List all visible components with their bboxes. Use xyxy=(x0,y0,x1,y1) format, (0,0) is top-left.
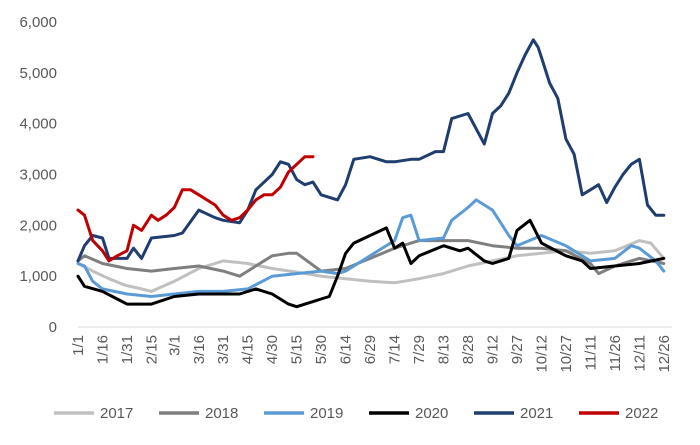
x-tick-label: 10/27 xyxy=(558,335,575,373)
x-tick-label: 9/12 xyxy=(484,335,501,364)
y-tick-label: 0 xyxy=(49,319,57,336)
series-line-2021 xyxy=(76,38,666,263)
x-tick-label: 1/31 xyxy=(119,335,136,364)
legend-label-2022: 2022 xyxy=(625,405,658,422)
plot-series xyxy=(76,38,666,309)
x-tick-label: 12/11 xyxy=(631,335,648,371)
x-tick-label: 11/26 xyxy=(607,335,624,371)
x-tick-label: 1/16 xyxy=(94,335,111,364)
y-tick-label: 4,000 xyxy=(19,116,57,133)
x-axis: 1/1 1/16 1/31 2/15 3/1 3/16 3/31 4/15 4/30 5/15 5/… xyxy=(70,326,673,373)
x-tick-label: 12/26 xyxy=(656,335,673,373)
x-tick-label: 2/15 xyxy=(143,335,160,364)
y-tick-label: 3,000 xyxy=(19,167,57,184)
x-tick-label: 4/15 xyxy=(240,335,257,364)
x-tick-label: 6/14 xyxy=(338,335,355,364)
x-tick-label: 8/28 xyxy=(460,335,477,364)
x-tick-label: 5/30 xyxy=(313,335,330,364)
series-line-2022 xyxy=(76,155,315,263)
legend-label-2019: 2019 xyxy=(310,405,343,422)
x-tick-label: 11/11 xyxy=(582,335,599,370)
x-tick-label: 7/29 xyxy=(411,335,428,364)
legend-label-2018: 2018 xyxy=(205,405,238,422)
series-line-2018 xyxy=(76,239,666,278)
legend: 2017 2018 2019 2020 2021 2022 xyxy=(54,405,658,422)
x-tick-label: 9/27 xyxy=(509,335,526,364)
legend-label-2021: 2021 xyxy=(520,405,553,422)
y-tick-label: 5,000 xyxy=(19,65,57,82)
x-tick-label: 7/14 xyxy=(387,335,404,364)
x-tick-label: 5/15 xyxy=(289,335,306,364)
x-tick-label: 6/29 xyxy=(362,335,379,364)
x-tick-label: 1/1 xyxy=(70,335,87,356)
x-tick-label: 3/31 xyxy=(215,335,232,364)
y-tick-label: 2,000 xyxy=(19,217,57,234)
x-tick-label: 4/30 xyxy=(264,335,281,364)
x-tick-label: 8/13 xyxy=(436,335,453,364)
y-tick-label: 6,000 xyxy=(19,14,57,31)
series-line-2017 xyxy=(76,239,666,293)
legend-label-2020: 2020 xyxy=(415,405,448,422)
series-line-2020 xyxy=(76,218,666,309)
series-line-2019 xyxy=(76,198,666,298)
y-axis: 0 1,000 2,000 3,000 4,000 5,000 6,000 xyxy=(19,14,57,336)
x-tick-label: 10/12 xyxy=(533,335,550,373)
x-tick-label: 3/1 xyxy=(166,335,183,356)
legend-label-2017: 2017 xyxy=(100,405,133,422)
x-tick-label: 3/16 xyxy=(191,335,208,364)
y-tick-label: 1,000 xyxy=(19,268,57,285)
